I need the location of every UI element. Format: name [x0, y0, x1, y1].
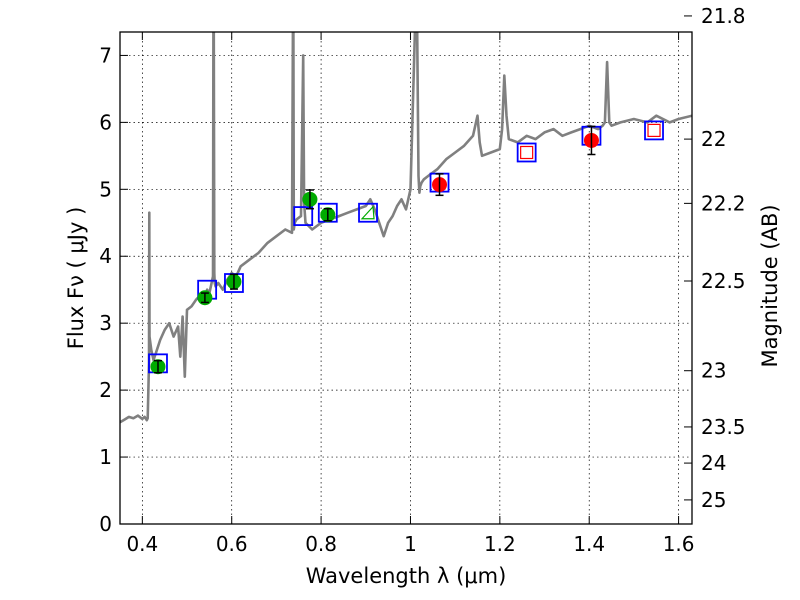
x-tick-label: 1.6 [663, 532, 695, 556]
mag-tick-label: 22 [701, 127, 726, 151]
y-tick-label: 5 [99, 177, 112, 201]
mag-tick-label: 22.2 [701, 191, 746, 215]
mag-tick-label: 21.8 [701, 4, 746, 28]
model-flux-square [516, 142, 537, 163]
y-tick-label: 4 [99, 244, 112, 268]
y-tick-label: 3 [99, 311, 112, 335]
x-tick-label: 0.8 [305, 532, 337, 556]
mag-tick-label: 24 [701, 451, 726, 475]
y-tick-label: 6 [99, 110, 112, 134]
x-tick-label: 0.6 [216, 532, 248, 556]
model-flux-square [293, 206, 314, 226]
x-axis-label: Wavelength λ (μm) [306, 564, 507, 588]
mag-tick-label: 23.5 [701, 415, 746, 439]
x-tick-label: 0.4 [126, 532, 158, 556]
y2-axis-label: Magnitude (AB) [758, 204, 782, 367]
x-tick-label: 1 [404, 532, 417, 556]
y-axis-label: Flux Fν ( μJy ) [64, 207, 88, 350]
plot-area [120, 32, 692, 424]
upper-limit-square [520, 145, 534, 160]
axes-frame [119, 31, 693, 525]
plot-content [120, 32, 692, 424]
mag-tick-label: 22.5 [701, 269, 746, 293]
y-tick-label: 2 [99, 378, 112, 402]
upper-limit-square [647, 123, 661, 138]
y-tick-label: 7 [99, 43, 112, 67]
mag-tick-label: 23 [701, 359, 726, 383]
sed-template-line [120, 32, 692, 424]
model-flux-square [358, 202, 378, 223]
x-tick-label: 1.4 [573, 532, 605, 556]
y-tick-label: 0 [99, 512, 112, 536]
x-tick-label: 1.2 [484, 532, 516, 556]
upper-limit-triangle [360, 205, 375, 220]
axis-ticks: 0.4 0.6 0.8 1 1.2 1.4 1.60123456721.82222.222.… [99, 4, 745, 556]
mag-tick-label: 25 [701, 488, 726, 512]
model-flux-square [644, 120, 664, 141]
y-tick-label: 1 [99, 445, 112, 469]
